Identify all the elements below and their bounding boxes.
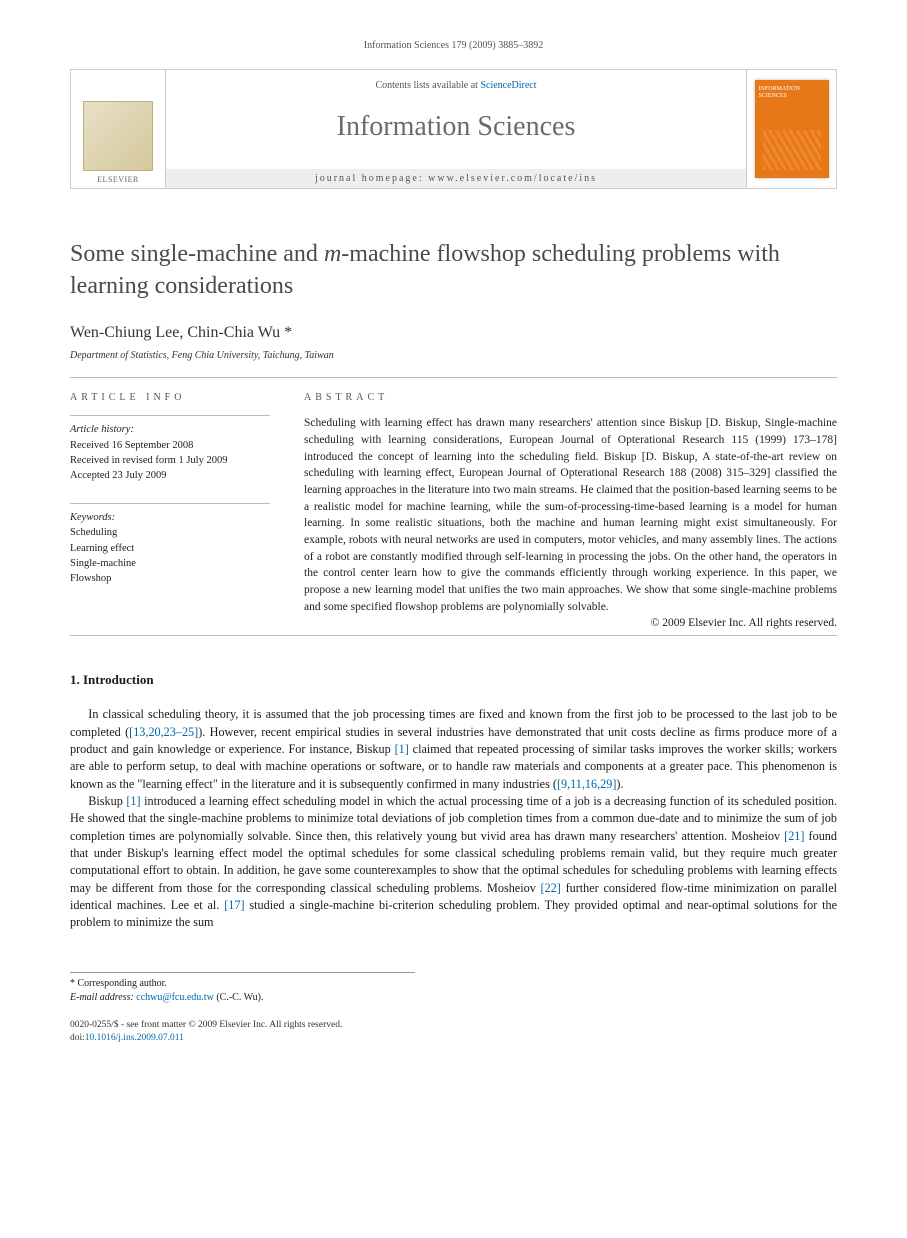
keyword: Flowshop — [70, 571, 270, 586]
cover-title: INFORMATION SCIENCES — [759, 86, 825, 99]
citation-link[interactable]: [22] — [541, 881, 561, 895]
history-revised: Received in revised form 1 July 2009 — [70, 453, 270, 468]
article-info-column: ARTICLE INFO Article history: Received 1… — [70, 384, 270, 629]
running-head: Information Sciences 179 (2009) 3885–389… — [70, 40, 837, 51]
contents-available-line: Contents lists available at ScienceDirec… — [166, 70, 746, 91]
keywords-block: Keywords: Scheduling Learning effect Sin… — [70, 503, 270, 586]
banner-center: Contents lists available at ScienceDirec… — [166, 70, 746, 188]
keyword: Single-machine — [70, 556, 270, 571]
journal-name: Information Sciences — [166, 111, 746, 149]
author-email-link[interactable]: cchwu@fcu.edu.tw — [136, 992, 214, 1003]
abstract-column: ABSTRACT Scheduling with learning effect… — [304, 384, 837, 629]
affiliation: Department of Statistics, Feng Chia Univ… — [70, 350, 837, 361]
citation-link[interactable]: [21] — [784, 829, 804, 843]
sciencedirect-link[interactable]: ScienceDirect — [480, 80, 536, 91]
keyword: Learning effect — [70, 541, 270, 556]
section-heading: 1. Introduction — [70, 672, 837, 688]
email-attribution: (C.-C. Wu). — [214, 992, 264, 1003]
abstract-copyright: © 2009 Elsevier Inc. All rights reserved… — [304, 617, 837, 629]
cover-thumb-block: INFORMATION SCIENCES — [746, 70, 836, 188]
email-line: E-mail address: cchwu@fcu.edu.tw (C.-C. … — [70, 991, 415, 1005]
body-paragraph: In classical scheduling theory, it is as… — [70, 706, 837, 793]
history-accepted: Accepted 23 July 2009 — [70, 468, 270, 483]
article-title: Some single-machine and m-machine flowsh… — [70, 239, 837, 302]
keywords-label: Keywords: — [70, 510, 270, 525]
doi-label: doi: — [70, 1033, 85, 1043]
footnotes: * Corresponding author. E-mail address: … — [70, 972, 415, 1005]
abstract-text: Scheduling with learning effect has draw… — [304, 415, 837, 615]
text-run: ). — [616, 777, 623, 791]
text-run: Biskup — [88, 794, 126, 808]
section-introduction: 1. Introduction In classical scheduling … — [70, 672, 837, 931]
journal-cover-icon: INFORMATION SCIENCES — [755, 80, 829, 178]
journal-banner: ELSEVIER Contents lists available at Sci… — [70, 69, 837, 189]
citation-link[interactable]: [17] — [224, 898, 244, 912]
article-info-heading: ARTICLE INFO — [70, 392, 270, 403]
email-label: E-mail address: — [70, 992, 136, 1003]
publisher-logo-block: ELSEVIER — [71, 70, 166, 188]
elsevier-tree-icon — [83, 101, 153, 171]
publisher-name: ELSEVIER — [97, 175, 139, 184]
keyword: Scheduling — [70, 525, 270, 540]
text-run: introduced a learning effect scheduling … — [70, 794, 837, 843]
document-footer: 0020-0255/$ - see front matter © 2009 El… — [70, 1019, 837, 1046]
front-matter-line: 0020-0255/$ - see front matter © 2009 El… — [70, 1019, 837, 1032]
corresponding-author-note: * Corresponding author. — [70, 977, 415, 991]
doi-link[interactable]: 10.1016/j.ins.2009.07.011 — [85, 1033, 184, 1043]
citation-link[interactable]: [1] — [126, 794, 140, 808]
citation-link[interactable]: [1] — [395, 742, 409, 756]
divider — [70, 377, 837, 378]
doi-line: doi:10.1016/j.ins.2009.07.011 — [70, 1032, 837, 1045]
journal-homepage-bar: journal homepage: www.elsevier.com/locat… — [166, 169, 746, 188]
history-label: Article history: — [70, 422, 270, 437]
article-history-block: Article history: Received 16 September 2… — [70, 415, 270, 483]
authors-line: Wen-Chiung Lee, Chin-Chia Wu * — [70, 324, 837, 342]
abstract-heading: ABSTRACT — [304, 392, 837, 403]
citation-link[interactable]: [13,20,23–25] — [129, 725, 198, 739]
divider — [70, 635, 837, 636]
history-received: Received 16 September 2008 — [70, 438, 270, 453]
contents-prefix: Contents lists available at — [375, 80, 480, 91]
citation-link[interactable]: [9,11,16,29] — [557, 777, 616, 791]
body-paragraph: Biskup [1] introduced a learning effect … — [70, 793, 837, 932]
info-abstract-row: ARTICLE INFO Article history: Received 1… — [70, 384, 837, 629]
